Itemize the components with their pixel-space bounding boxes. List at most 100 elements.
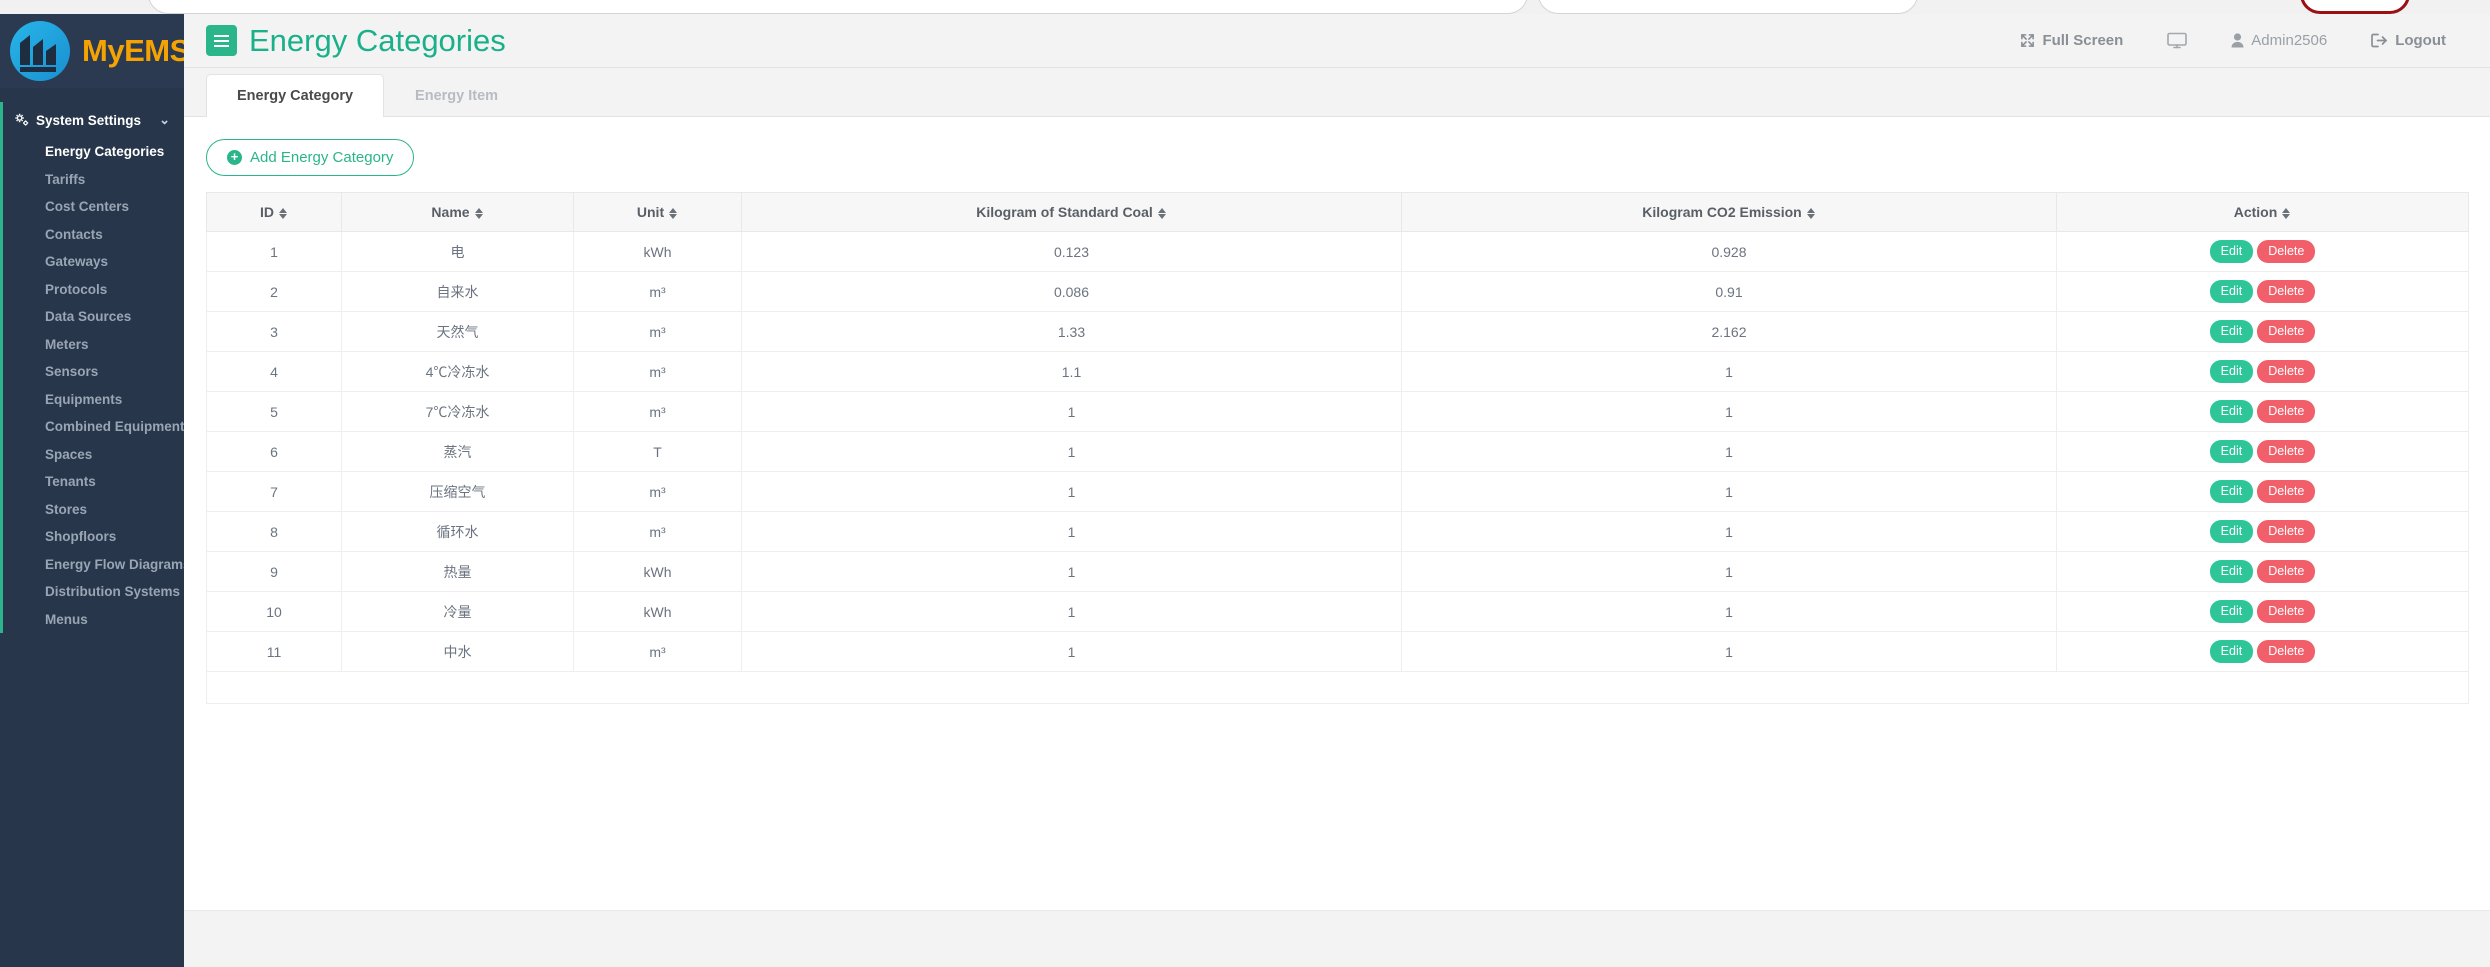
table-body: 1 电 kWh 0.123 0.928 Edit Delete 2 自来水 m³ 0.086 0.91…	[206, 231, 2469, 704]
cell-action: Edit Delete	[2056, 471, 2469, 512]
column-header-kilogram-co2-emission[interactable]: Kilogram CO2 Emission	[1401, 192, 2057, 232]
brand-logo[interactable]: MyEMS	[0, 14, 184, 88]
delete-button[interactable]: Delete	[2257, 640, 2316, 663]
delete-button[interactable]: Delete	[2257, 360, 2316, 383]
column-header-id[interactable]: ID	[206, 192, 342, 232]
sidebar-item-cost-centers[interactable]: Cost Centers	[45, 199, 130, 214]
sidebar-item-spaces[interactable]: Spaces	[45, 446, 93, 462]
sort-arrows-icon[interactable]	[279, 207, 288, 220]
sort-arrows-icon[interactable]	[1157, 207, 1167, 220]
edit-button[interactable]: Edit	[2209, 240, 2254, 263]
delete-button[interactable]: Delete	[2257, 560, 2316, 583]
sidebar-group-system-settings[interactable]: System Settings ⌄	[0, 102, 184, 138]
edit-button[interactable]: Edit	[2209, 320, 2254, 343]
sidebar-item-meters[interactable]: Meters	[45, 336, 89, 352]
cell-coal: 1.33	[741, 311, 1402, 352]
edit-button[interactable]: Edit	[2209, 560, 2254, 583]
cell-coal: 0.086	[741, 271, 1402, 312]
cell-co2: 1	[1401, 591, 2057, 632]
cell-id: 9	[206, 551, 342, 592]
sidebar-nav: System Settings ⌄ Energy Categories Tarif…	[0, 102, 184, 633]
column-header-name[interactable]: Name	[341, 192, 574, 232]
tab-energy-category[interactable]: Energy Category	[206, 74, 385, 117]
browser-address-bar[interactable]	[148, 0, 1528, 14]
edit-button[interactable]: Edit	[2209, 480, 2254, 503]
sidebar-item-shopfloors[interactable]: Shopfloors	[45, 529, 117, 544]
sidebar-item-sensors[interactable]: Sensors	[45, 364, 99, 379]
cell-name: 天然气	[341, 311, 574, 352]
delete-button[interactable]: Delete	[2257, 600, 2316, 623]
table-header-row: ID Name Unit Kilogram of Standard Coal Kilog…	[206, 192, 2469, 232]
sidebar-item-tariffs[interactable]: Tariffs	[45, 171, 86, 187]
column-header-action[interactable]: Action	[2056, 192, 2469, 232]
sidebar-item-energy-categories[interactable]: Energy Categories	[45, 144, 165, 159]
column-header-kilogram-of-standard-coal[interactable]: Kilogram of Standard Coal	[741, 192, 1402, 232]
cell-co2: 2.162	[1401, 311, 2057, 352]
delete-button[interactable]: Delete	[2257, 400, 2316, 423]
plus-circle-icon: +	[227, 150, 242, 165]
cell-coal: 1	[741, 471, 1402, 512]
hamburger-icon[interactable]	[206, 25, 237, 56]
logout-button[interactable]: Logout	[2349, 32, 2468, 49]
delete-button[interactable]: Delete	[2257, 240, 2316, 263]
add-energy-category-button[interactable]: + Add Energy Category	[206, 139, 415, 176]
edit-button[interactable]: Edit	[2209, 520, 2254, 543]
sidebar-item-protocols[interactable]: Protocols	[45, 281, 108, 297]
table-row: 11 中水 m³ 1 1 Edit Delete	[206, 631, 2469, 672]
table-footer-spacer	[206, 671, 2469, 704]
table-row: 6 蒸汽 T 1 1 Edit Delete	[206, 431, 2469, 472]
cell-action: Edit Delete	[2056, 551, 2469, 592]
delete-button[interactable]: Delete	[2257, 280, 2316, 303]
cell-name: 循环水	[341, 511, 574, 552]
tab-energy-item[interactable]: Energy Item	[415, 88, 499, 104]
column-header-unit[interactable]: Unit	[573, 192, 742, 232]
cell-unit: m³	[573, 391, 742, 432]
delete-button[interactable]: Delete	[2257, 440, 2316, 463]
sidebar-item-energy-flow-diagrams[interactable]: Energy Flow Diagrams	[45, 556, 184, 572]
sidebar: MyEMS System Settings ⌄ Energy Categorie…	[0, 14, 184, 967]
add-energy-category-label: Add Energy Category	[250, 149, 394, 166]
cell-name: 热量	[341, 551, 574, 592]
cell-unit: m³	[573, 271, 742, 312]
cell-unit: m³	[573, 511, 742, 552]
sidebar-item-gateways[interactable]: Gateways	[45, 254, 109, 269]
sidebar-item-distribution-systems[interactable]: Distribution Systems	[45, 584, 181, 599]
user-menu-button[interactable]: Admin2506	[2209, 32, 2349, 49]
sidebar-item-equipments[interactable]: Equipments	[45, 391, 123, 407]
topbar-actions: Full Screen Admin2506	[1998, 32, 2490, 49]
table-row: 10 冷量 kWh 1 1 Edit Delete	[206, 591, 2469, 632]
browser-secondary-field[interactable]	[1538, 0, 1918, 14]
cell-name: 冷量	[341, 591, 574, 632]
browser-chrome-strip	[0, 0, 2490, 14]
column-header-label: Name	[431, 204, 470, 220]
display-button[interactable]	[2145, 32, 2209, 49]
edit-button[interactable]: Edit	[2209, 400, 2254, 423]
delete-button[interactable]: Delete	[2257, 480, 2316, 503]
sidebar-item-stores[interactable]: Stores	[45, 501, 88, 517]
edit-button[interactable]: Edit	[2209, 360, 2254, 383]
cell-coal: 1	[741, 511, 1402, 552]
sidebar-item-contacts[interactable]: Contacts	[45, 226, 103, 242]
table-footer-spacer-cell	[206, 671, 2469, 704]
edit-button[interactable]: Edit	[2209, 640, 2254, 663]
sort-arrows-icon[interactable]	[474, 207, 484, 220]
delete-button[interactable]: Delete	[2257, 320, 2316, 343]
cell-action: Edit Delete	[2056, 591, 2469, 632]
sort-arrows-icon[interactable]	[2282, 207, 2291, 220]
fullscreen-button[interactable]: Full Screen	[1998, 32, 2145, 49]
cell-action: Edit Delete	[2056, 271, 2469, 312]
edit-button[interactable]: Edit	[2209, 280, 2254, 303]
edit-button[interactable]: Edit	[2209, 600, 2254, 623]
table-row: 7 压缩空气 m³ 1 1 Edit Delete	[206, 471, 2469, 512]
sort-arrows-icon[interactable]	[669, 207, 678, 220]
sidebar-item-data-sources[interactable]: Data Sources	[45, 309, 132, 324]
sidebar-item-tenants[interactable]: Tenants	[45, 474, 96, 489]
sort-arrows-icon[interactable]	[1806, 207, 1816, 220]
delete-button[interactable]: Delete	[2257, 520, 2316, 543]
cell-name: 自来水	[341, 271, 574, 312]
sidebar-item-combined-equipments[interactable]: Combined Equipments	[45, 419, 184, 434]
edit-button[interactable]: Edit	[2209, 440, 2254, 463]
sidebar-item-menus[interactable]: Menus	[45, 611, 88, 627]
cell-co2: 1	[1401, 511, 2057, 552]
chevron-down-icon[interactable]: ⌄	[159, 112, 170, 127]
